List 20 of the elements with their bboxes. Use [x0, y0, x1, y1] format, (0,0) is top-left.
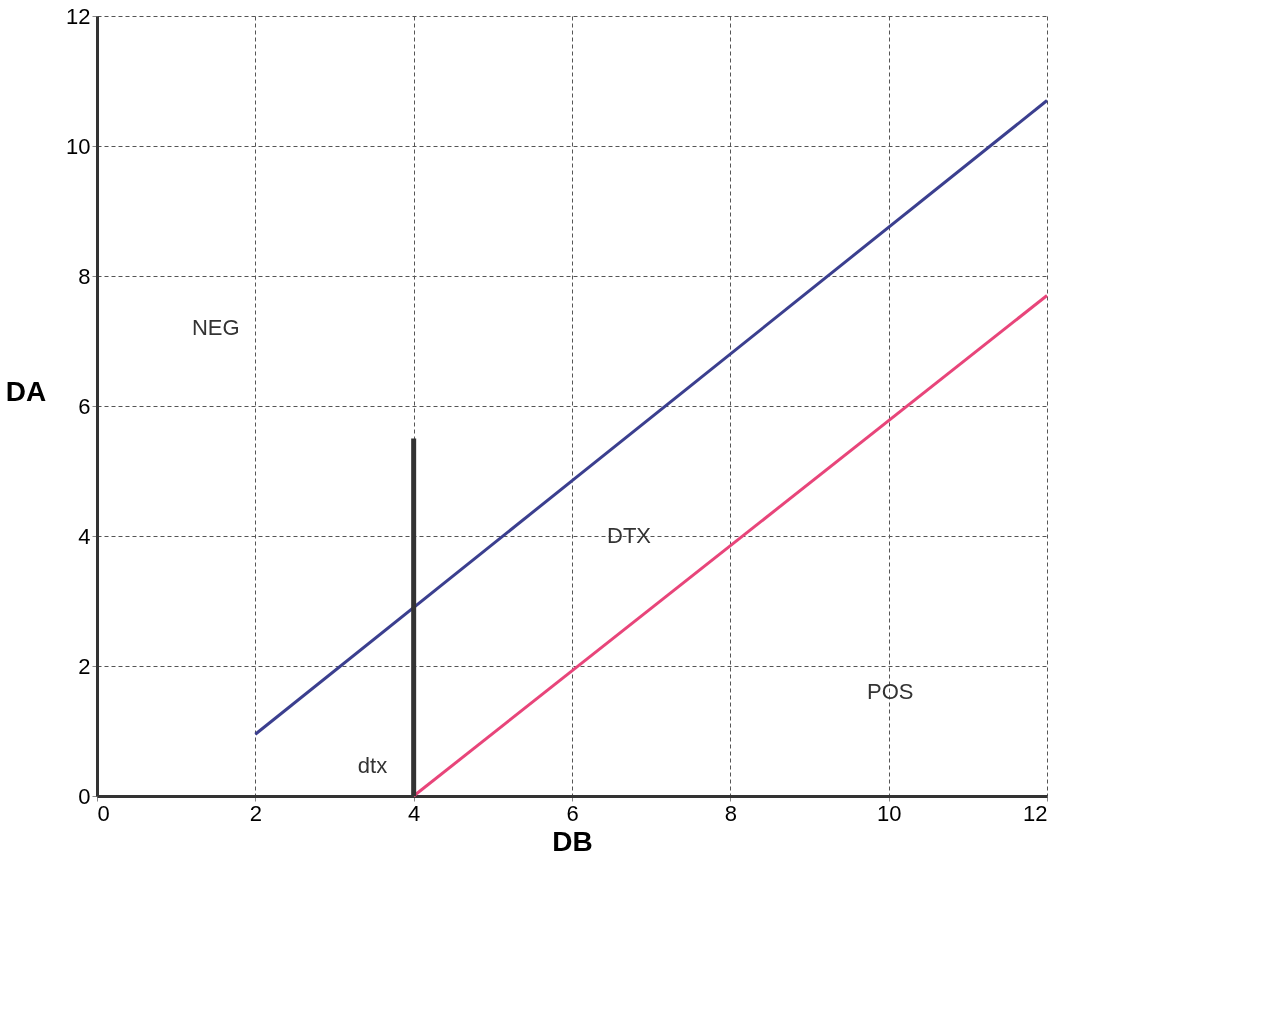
y-axis-title: DA [5, 375, 47, 407]
y-tick-label: 10 [66, 133, 91, 159]
x-tick-label: 4 [408, 800, 421, 826]
x-tick-label: 0 [97, 800, 110, 826]
annotation: dtx [357, 753, 388, 779]
x-tick-label: 6 [566, 800, 579, 826]
y-tick-label: 4 [78, 523, 91, 549]
y-tick-label: 8 [78, 263, 91, 289]
annotation: POS [867, 679, 914, 705]
y-tick-label: 6 [78, 393, 91, 419]
y-tick-label: 12 [66, 3, 91, 29]
x-tick-label: 2 [249, 800, 262, 826]
x-tick-label: 8 [724, 800, 737, 826]
y-tick-label: 2 [78, 653, 91, 679]
x-axis-title: DB [552, 825, 593, 857]
annotation: DTX [607, 523, 652, 549]
x-tick-label: 12 [1023, 800, 1048, 826]
x-tick-label: 10 [876, 800, 902, 826]
y-tick-label: 0 [78, 783, 91, 809]
annotation: NEG [191, 315, 240, 340]
